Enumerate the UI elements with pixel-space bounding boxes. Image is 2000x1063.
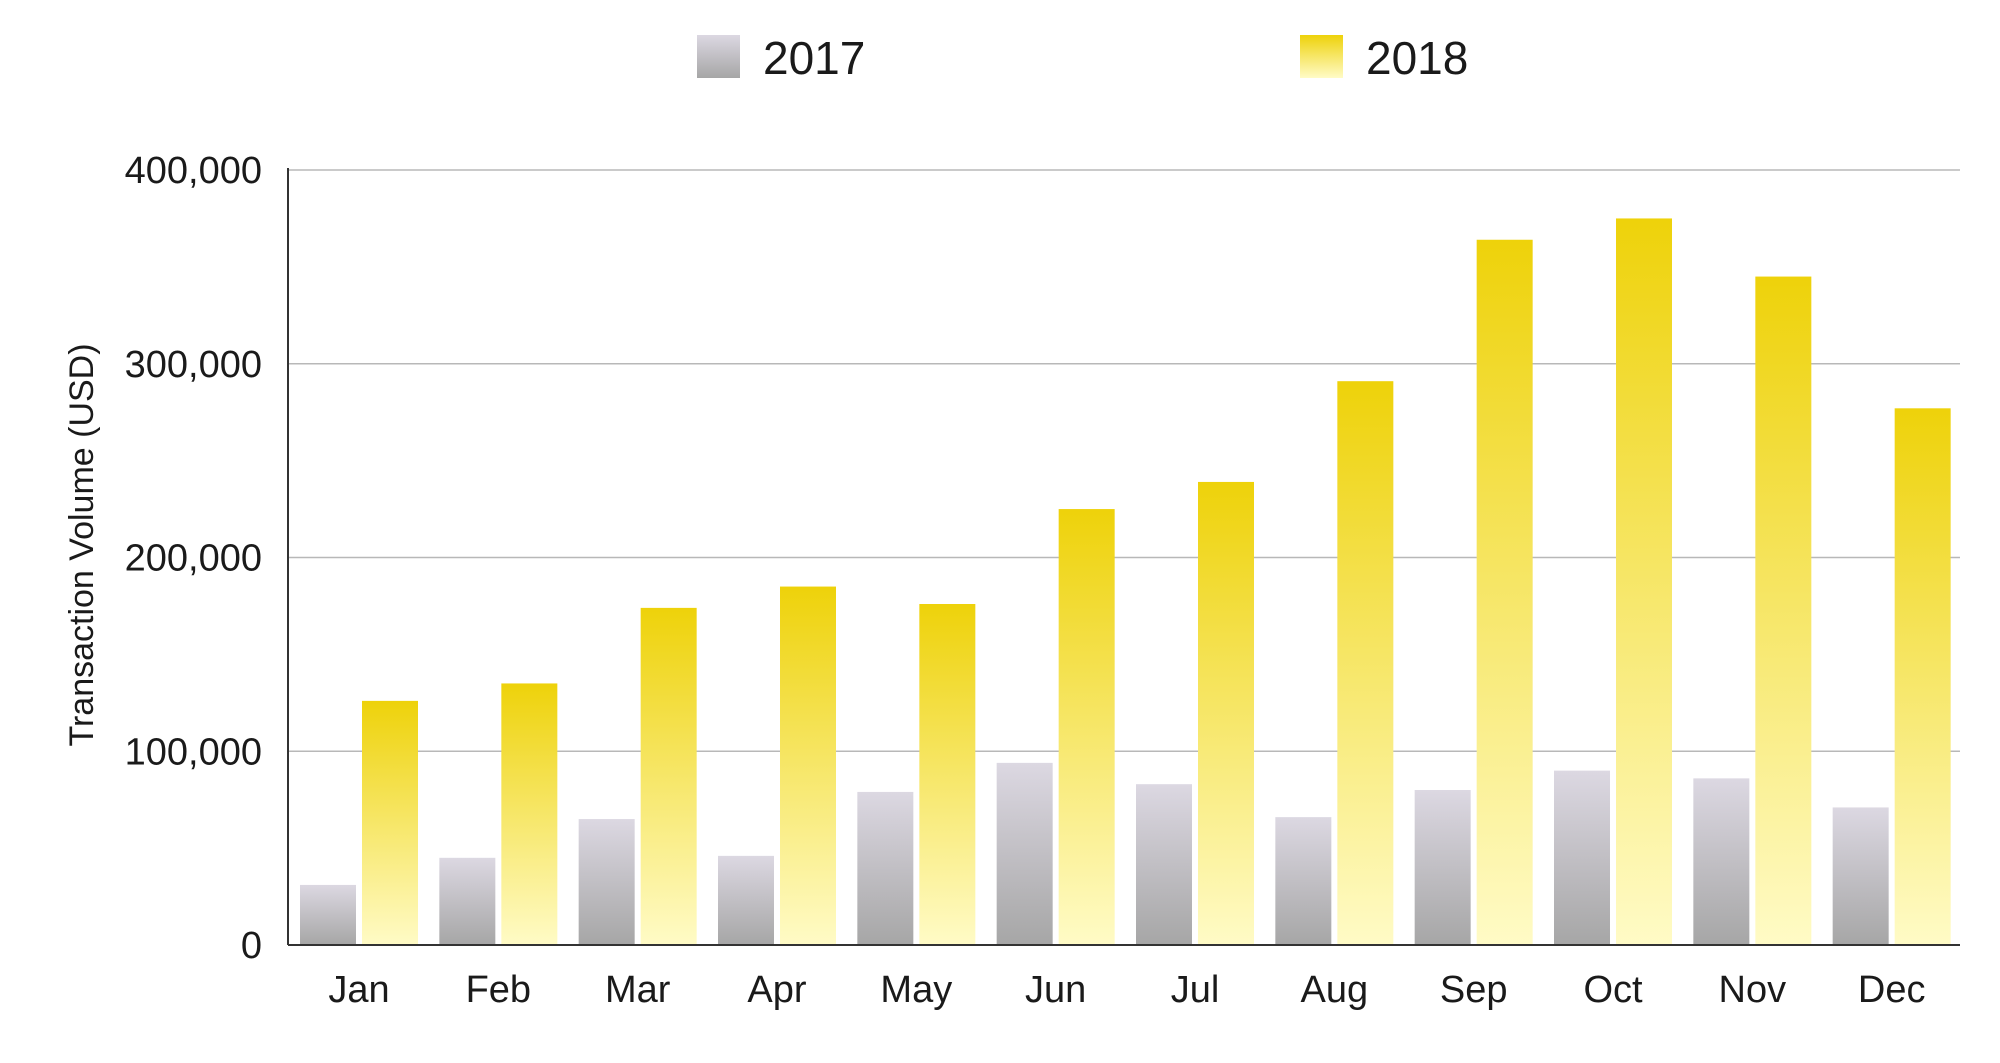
bar-2018-jan bbox=[362, 700, 418, 945]
bar-2017-jul bbox=[1136, 784, 1192, 945]
bar-2017-nov bbox=[1693, 778, 1750, 945]
bar-2018-oct bbox=[1616, 218, 1672, 945]
x-tick-label-dec: Dec bbox=[1858, 969, 1926, 1011]
x-tick-label-oct: Oct bbox=[1583, 969, 1643, 1011]
bar-2017-oct bbox=[1554, 770, 1610, 945]
x-tick-label-jan: Jan bbox=[328, 969, 389, 1011]
y-tick-label: 200,000 bbox=[125, 538, 262, 580]
bar-2018-mar bbox=[640, 607, 697, 945]
x-tick-label-apr: Apr bbox=[747, 969, 806, 1011]
bar-2017-jan bbox=[300, 884, 356, 945]
bar-2018-may bbox=[919, 604, 976, 945]
x-tick-label-mar: Mar bbox=[605, 969, 671, 1011]
y-tick-label: 0 bbox=[241, 925, 262, 967]
bar-2018-aug bbox=[1337, 381, 1394, 945]
y-tick-label: 400,000 bbox=[125, 150, 262, 192]
bar-2017-may bbox=[857, 791, 914, 945]
x-tick-label-nov: Nov bbox=[1719, 969, 1787, 1011]
legend-swatch-2018 bbox=[1300, 35, 1343, 78]
gridlines bbox=[288, 169, 1960, 752]
x-axis-ticks: Jan Feb Mar Apr May Jun Jul Aug Sep Oct Nov Dec bbox=[328, 969, 1925, 1011]
y-tick-label: 100,000 bbox=[125, 731, 262, 773]
bar-2017-dec bbox=[1832, 807, 1889, 945]
bar-2018-apr bbox=[780, 586, 836, 945]
legend-swatch-2017 bbox=[697, 35, 740, 78]
bar-2017-feb bbox=[439, 857, 496, 945]
bar-2018-dec bbox=[1894, 408, 1951, 945]
x-tick-label-aug: Aug bbox=[1301, 969, 1369, 1011]
bar-2017-mar bbox=[578, 819, 635, 945]
bar-2017-sep bbox=[1414, 790, 1471, 945]
bar-2018-nov bbox=[1755, 276, 1812, 945]
legend: 2017 2018 bbox=[697, 32, 1468, 84]
bar-2018-jul bbox=[1198, 481, 1254, 945]
y-axis-ticks: 0 100,000 200,000 300,000 400,000 bbox=[125, 150, 262, 967]
y-tick-label: 300,000 bbox=[125, 344, 262, 386]
bar-2017-aug bbox=[1275, 817, 1332, 945]
bar-2017-apr bbox=[718, 855, 774, 945]
y-axis-title: Transaction Volume (USD) bbox=[63, 343, 101, 746]
x-tick-label-jul: Jul bbox=[1171, 969, 1220, 1011]
legend-label-2017: 2017 bbox=[763, 32, 865, 84]
bar-2018-feb bbox=[501, 683, 558, 945]
bar-2018-sep bbox=[1476, 239, 1533, 945]
bars bbox=[300, 218, 1951, 945]
x-tick-label-sep: Sep bbox=[1440, 969, 1508, 1011]
x-tick-label-jun: Jun bbox=[1025, 969, 1086, 1011]
x-tick-label-may: May bbox=[880, 969, 952, 1011]
bar-2017-jun bbox=[996, 762, 1053, 945]
bar-2018-jun bbox=[1058, 509, 1115, 945]
legend-label-2018: 2018 bbox=[1366, 32, 1468, 84]
x-tick-label-feb: Feb bbox=[466, 969, 531, 1011]
